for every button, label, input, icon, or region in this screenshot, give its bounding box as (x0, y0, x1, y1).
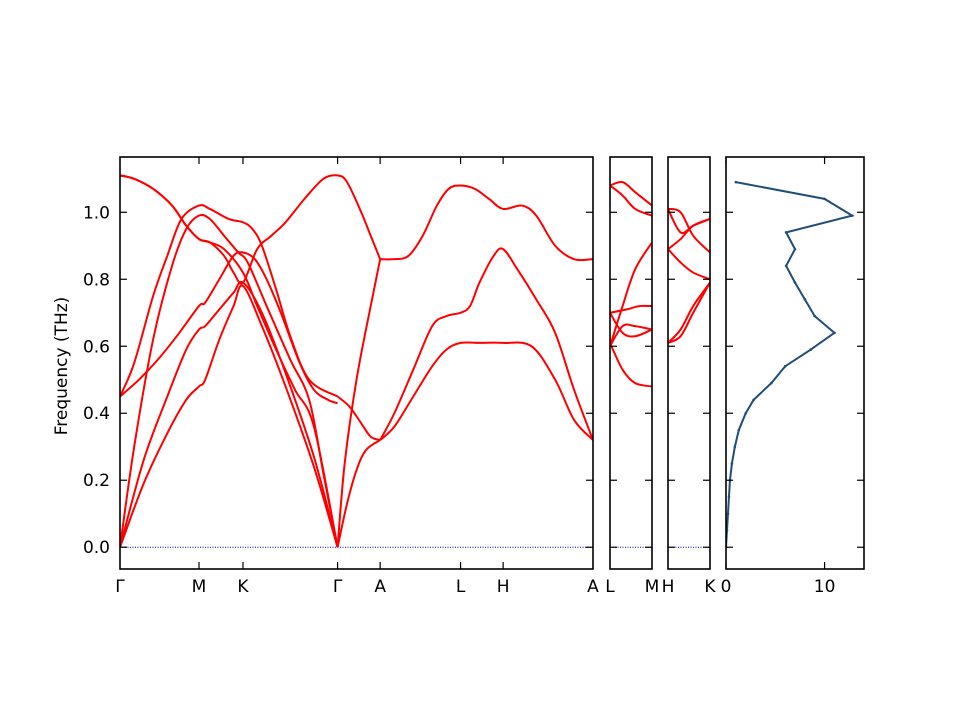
band-line (668, 207, 710, 254)
band-line (120, 174, 339, 548)
band-line (336, 439, 381, 548)
band-line (336, 258, 382, 548)
band-line (668, 248, 710, 281)
band-line (120, 280, 339, 548)
y-tick-label: 1.0 (83, 203, 110, 223)
band-line (610, 304, 652, 314)
dos-point (730, 462, 734, 465)
x-tick-label: 0 (721, 577, 732, 597)
dos-point (803, 298, 807, 301)
band-line (610, 180, 652, 207)
high-symmetry-label: K (704, 577, 716, 597)
panel-1: 0.0 0.2 0.4 0.6 0.8 1.0 Γ M K Γ A L H A (83, 156, 599, 597)
high-symmetry-label: L (605, 577, 615, 597)
high-symmetry-label: M (645, 577, 660, 597)
band-line (379, 341, 593, 441)
dos-point (809, 348, 813, 351)
dos-curve (726, 181, 855, 548)
dos-point (784, 231, 788, 234)
plot-layer: 0.00.20.40.60.81.0Γ M K Γ A L H A L M H K 0 10 (83, 156, 865, 597)
panel-plot-area (610, 180, 652, 548)
dos-point (783, 365, 787, 368)
dos-point (770, 381, 773, 385)
band-line (380, 184, 593, 262)
band-line (610, 323, 652, 347)
band-line (336, 395, 381, 442)
high-symmetry-label: Γ (115, 577, 125, 597)
band-line (120, 284, 339, 548)
band-line (379, 247, 593, 441)
dos-point (793, 247, 797, 251)
dos-point (726, 512, 730, 516)
dos-point (752, 398, 755, 402)
band-line (610, 184, 652, 217)
band-line (120, 213, 339, 548)
panel-frame (609, 156, 653, 570)
band-line (120, 174, 382, 285)
dos-point (784, 264, 788, 268)
panel-frame (667, 156, 711, 570)
band-line (668, 282, 710, 344)
dos-point (850, 214, 854, 217)
y-tick-label: 0.2 (83, 471, 110, 491)
y-axis-label: Frequency (THz) (52, 297, 72, 436)
dos-point (734, 180, 738, 184)
panel-frame (119, 156, 594, 570)
band-line (610, 342, 652, 388)
dos-point (823, 197, 826, 201)
dos-point (733, 445, 737, 449)
panel-plot-area (668, 207, 710, 548)
band-line (120, 204, 339, 398)
y-tick-label: 0.6 (83, 337, 110, 357)
dos-point (727, 495, 731, 499)
high-symmetry-label: A (374, 577, 386, 597)
high-symmetry-label: H (497, 577, 510, 597)
panel-plot-area (726, 180, 855, 549)
y-tick-label: 0.0 (83, 538, 110, 558)
band-line (610, 241, 652, 347)
dos-point (744, 411, 748, 415)
panel-4: 0 10 (721, 156, 865, 597)
band-line (120, 251, 338, 405)
band-line (668, 218, 710, 250)
dos-point (833, 331, 836, 335)
x-tick-label: 10 (814, 577, 836, 597)
high-symmetry-label: H (662, 577, 675, 597)
panel-plot-area (120, 174, 593, 548)
y-tick-label: 0.4 (83, 404, 110, 424)
panel-frame (725, 156, 865, 570)
y-tick-label: 0.8 (83, 270, 110, 290)
dos-point (813, 314, 817, 318)
high-symmetry-label: Γ (333, 577, 343, 597)
band-line (668, 282, 710, 344)
high-symmetry-label: L (456, 577, 466, 597)
band-line (610, 312, 652, 338)
high-symmetry-label: A (587, 577, 599, 597)
high-symmetry-label: M (192, 577, 207, 597)
dos-point (793, 281, 797, 284)
high-symmetry-label: K (237, 577, 249, 597)
dos-point (737, 428, 741, 432)
